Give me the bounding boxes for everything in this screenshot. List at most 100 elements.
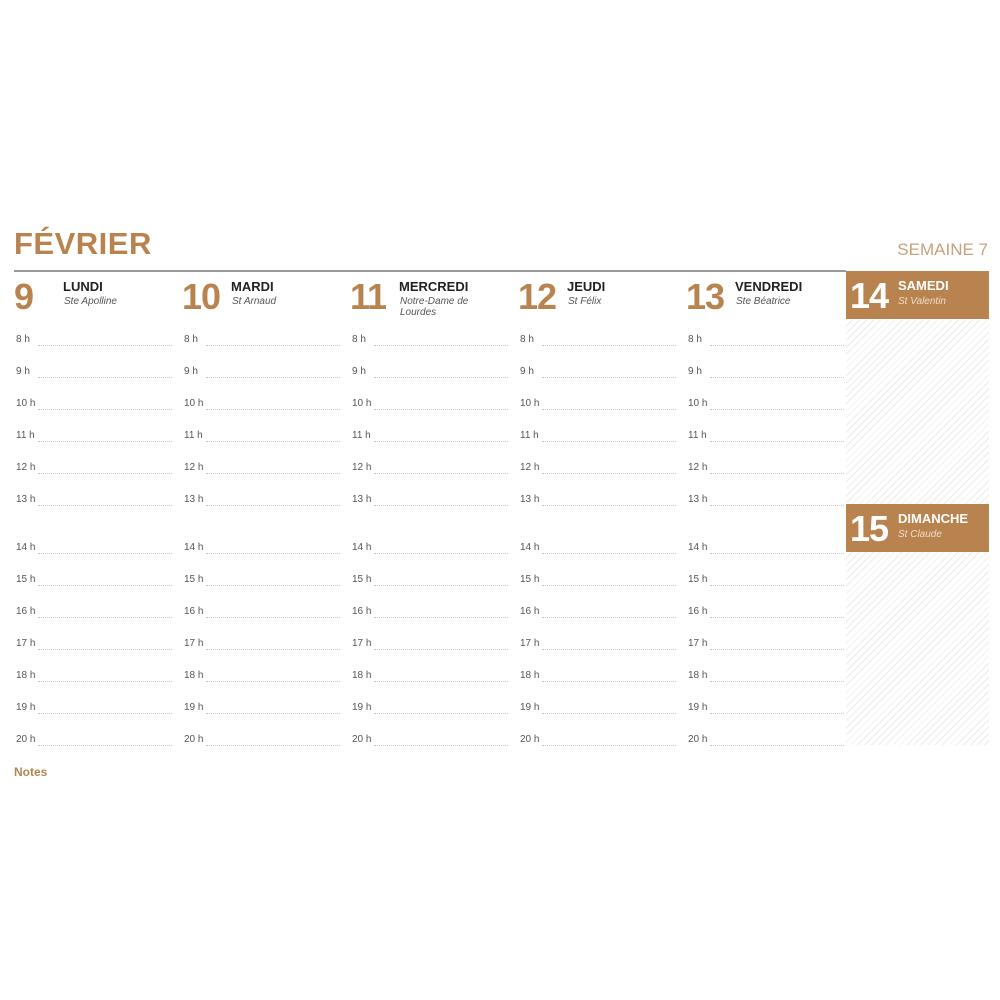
hour-label: 16 h [688, 606, 708, 617]
writing-line [710, 681, 844, 682]
hour-label: 8 h [184, 334, 198, 345]
hour-slot[interactable]: 13 h [518, 494, 676, 508]
hour-slot[interactable]: 19 h [14, 702, 172, 716]
hour-slot[interactable]: 17 h [686, 638, 844, 652]
hour-label: 14 h [352, 542, 372, 553]
hour-slot[interactable]: 18 h [14, 670, 172, 684]
saint-name: St Félix [568, 296, 602, 307]
hour-slot[interactable]: 20 h [14, 734, 172, 748]
hour-slot[interactable]: 11 h [182, 430, 340, 444]
hour-slot[interactable]: 13 h [686, 494, 844, 508]
hour-slot[interactable]: 19 h [686, 702, 844, 716]
writing-line [206, 409, 340, 410]
hour-slot[interactable]: 20 h [518, 734, 676, 748]
hour-slot[interactable]: 20 h [686, 734, 844, 748]
writing-line [206, 505, 340, 506]
hour-slot[interactable]: 12 h [686, 462, 844, 476]
hour-slot[interactable]: 16 h [14, 606, 172, 620]
hour-slot[interactable]: 8 h [14, 334, 172, 348]
hour-slot[interactable]: 10 h [518, 398, 676, 412]
writing-line [542, 345, 676, 346]
hour-label: 8 h [688, 334, 702, 345]
hour-slot[interactable]: 15 h [182, 574, 340, 588]
hour-label: 10 h [688, 398, 708, 409]
hour-label: 18 h [16, 670, 36, 681]
hour-slot[interactable]: 14 h [518, 542, 676, 556]
hour-slot[interactable]: 8 h [182, 334, 340, 348]
hour-slot[interactable]: 9 h [14, 366, 172, 380]
writing-line [710, 473, 844, 474]
hour-slot[interactable]: 11 h [686, 430, 844, 444]
hour-slot[interactable]: 13 h [182, 494, 340, 508]
hour-label: 8 h [352, 334, 366, 345]
hour-label: 13 h [688, 494, 708, 505]
hour-slot[interactable]: 10 h [686, 398, 844, 412]
hour-slot[interactable]: 8 h [686, 334, 844, 348]
hour-label: 13 h [352, 494, 372, 505]
writing-line [374, 409, 508, 410]
hour-slot[interactable]: 19 h [518, 702, 676, 716]
hour-slot[interactable]: 8 h [518, 334, 676, 348]
sunday-area [846, 552, 989, 745]
hour-slot[interactable]: 8 h [350, 334, 508, 348]
hour-slot[interactable]: 16 h [350, 606, 508, 620]
writing-line [38, 345, 172, 346]
hour-slot[interactable]: 15 h [686, 574, 844, 588]
hour-slot[interactable]: 20 h [350, 734, 508, 748]
hour-slot[interactable]: 10 h [182, 398, 340, 412]
saturday-area [846, 320, 989, 504]
writing-line [710, 409, 844, 410]
writing-line [38, 585, 172, 586]
header-divider [14, 270, 846, 272]
hour-slot[interactable]: 9 h [350, 366, 508, 380]
writing-line [374, 617, 508, 618]
hour-slot[interactable]: 14 h [182, 542, 340, 556]
hour-slot[interactable]: 17 h [518, 638, 676, 652]
hour-label: 9 h [352, 366, 366, 377]
hour-slot[interactable]: 19 h [350, 702, 508, 716]
hour-slot[interactable]: 9 h [182, 366, 340, 380]
hour-label: 20 h [16, 734, 36, 745]
hour-label: 15 h [688, 574, 708, 585]
hour-slot[interactable]: 14 h [686, 542, 844, 556]
hour-slot[interactable]: 17 h [14, 638, 172, 652]
hour-slot[interactable]: 10 h [14, 398, 172, 412]
hour-slot[interactable]: 11 h [350, 430, 508, 444]
hour-slot[interactable]: 20 h [182, 734, 340, 748]
hour-slot[interactable]: 13 h [14, 494, 172, 508]
hour-label: 19 h [352, 702, 372, 713]
hour-slot[interactable]: 14 h [14, 542, 172, 556]
hour-slot[interactable]: 9 h [686, 366, 844, 380]
hour-slot[interactable]: 9 h [518, 366, 676, 380]
hour-slot[interactable]: 10 h [350, 398, 508, 412]
hour-label: 8 h [16, 334, 30, 345]
hour-slot[interactable]: 18 h [686, 670, 844, 684]
writing-line [38, 377, 172, 378]
hour-slot[interactable]: 15 h [14, 574, 172, 588]
hour-slot[interactable]: 17 h [350, 638, 508, 652]
hour-slot[interactable]: 13 h [350, 494, 508, 508]
hour-slot[interactable]: 16 h [182, 606, 340, 620]
hour-slot[interactable]: 19 h [182, 702, 340, 716]
hour-slot[interactable]: 18 h [182, 670, 340, 684]
hour-slot[interactable]: 12 h [518, 462, 676, 476]
hour-slot[interactable]: 15 h [350, 574, 508, 588]
hour-slot[interactable]: 15 h [518, 574, 676, 588]
hour-label: 18 h [184, 670, 204, 681]
hour-slot[interactable]: 18 h [350, 670, 508, 684]
hour-slot[interactable]: 11 h [518, 430, 676, 444]
day-number: 9 [14, 276, 34, 317]
writing-line [206, 681, 340, 682]
hour-slot[interactable]: 12 h [14, 462, 172, 476]
hour-slot[interactable]: 11 h [14, 430, 172, 444]
hour-slot[interactable]: 12 h [350, 462, 508, 476]
writing-line [374, 505, 508, 506]
hour-slot[interactable]: 17 h [182, 638, 340, 652]
hour-label: 15 h [184, 574, 204, 585]
hour-slot[interactable]: 18 h [518, 670, 676, 684]
hour-label: 18 h [352, 670, 372, 681]
hour-slot[interactable]: 12 h [182, 462, 340, 476]
hour-slot[interactable]: 16 h [518, 606, 676, 620]
hour-slot[interactable]: 14 h [350, 542, 508, 556]
hour-slot[interactable]: 16 h [686, 606, 844, 620]
